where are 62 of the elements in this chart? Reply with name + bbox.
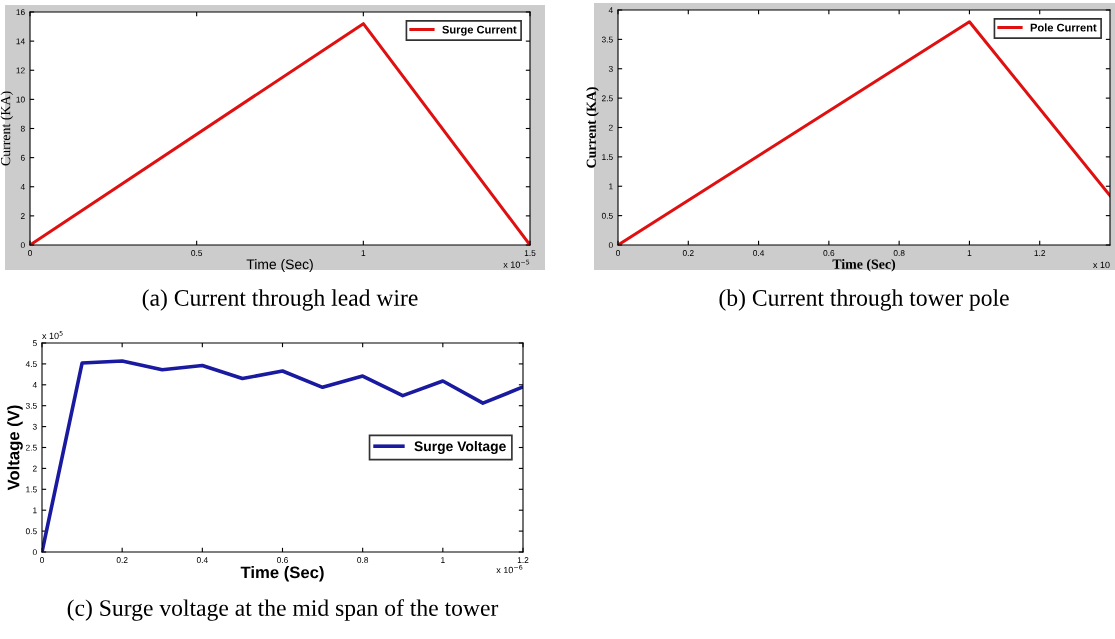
x-tick-label: 0.6: [277, 557, 288, 563]
y-tick-label: 0: [20, 242, 25, 249]
y-tick-label: 2: [20, 213, 25, 219]
text: x 10$^{−5}$: [503, 259, 530, 268]
x-tick-label: 0.2: [116, 557, 128, 563]
x-tick-label: 0.4: [196, 557, 208, 563]
text: x 10: [1093, 261, 1110, 269]
y-tick-label: 0: [608, 242, 613, 249]
y-tick-label: 1.5: [602, 154, 613, 160]
x-tick-label: 1.5: [524, 250, 536, 256]
y-tick-label: 1: [609, 183, 613, 190]
x-tick-label: 1: [441, 557, 445, 563]
y-tick-label: 3: [608, 65, 613, 72]
x-tick-label: 1: [967, 250, 972, 256]
x-tick-label: 0.8: [893, 250, 905, 256]
x-tick-label: 1.2: [517, 557, 529, 563]
y-tick-label: 0: [32, 549, 37, 556]
x-tick-label: 0.4: [753, 250, 765, 256]
x-tick-label: 0.8: [357, 557, 369, 563]
x-tick-label: 0.5: [191, 250, 203, 256]
x-tick-label: 0.6: [823, 250, 835, 256]
legend-label: Surge Voltage: [414, 441, 506, 454]
y-axis-title: Current (KA): [0, 91, 14, 166]
y-tick-label: 16: [16, 9, 25, 16]
y-tick-label: 12: [16, 67, 25, 74]
y-tick-label: 14: [16, 38, 25, 45]
y-tick-label: 3: [32, 423, 37, 430]
y-tick-label: 4: [32, 382, 37, 388]
x-tick-label: 1.2: [1034, 250, 1046, 256]
y-tick-label: 0.5: [601, 212, 613, 219]
x-tick-label: 0.2: [682, 250, 694, 256]
x-tick-label: 1: [361, 250, 366, 256]
y-tick-label: 0.5: [25, 528, 37, 535]
text: (c) Surge voltage at the mid span of the tower: [67, 599, 499, 621]
y-axis-title: Current (KA): [586, 87, 599, 168]
y-tick-label: 2.5: [601, 95, 613, 102]
y-tick-label: 8: [20, 125, 25, 132]
text: x 10$^{−6}$: [496, 564, 523, 574]
y-tick-label: 5: [32, 340, 37, 347]
y-tick-label: 2: [608, 124, 613, 131]
x-tick-label: 0: [40, 557, 44, 563]
y-tick-label: 2.5: [25, 444, 37, 451]
y-axis-title: Voltage (V): [7, 405, 23, 491]
y-tick-label: 3.5: [601, 36, 613, 43]
x-axis-title: Time (Sec): [832, 259, 896, 272]
text: (b) Current through tower pole: [719, 289, 1009, 311]
y-tick-label: 4: [608, 7, 613, 14]
text: x 10$^{5}$: [42, 330, 63, 340]
x-axis-title: Time (Sec): [246, 259, 313, 272]
legend-label: Surge Current: [442, 25, 517, 36]
legend-label: Pole Current: [1030, 23, 1097, 32]
y-tick-label: 4: [20, 184, 25, 190]
y-tick-label: 1: [33, 507, 37, 514]
y-tick-label: 6: [20, 154, 25, 161]
y-tick-label: 4.5: [25, 361, 37, 367]
text: (a) Current through lead wire: [142, 289, 418, 311]
x-axis-title: Time (Sec): [240, 566, 324, 582]
y-tick-label: 1.5: [26, 486, 37, 493]
y-tick-label: 2: [32, 465, 37, 472]
y-tick-label: 10: [16, 96, 25, 103]
x-tick-label: 0: [616, 250, 620, 256]
y-tick-label: 3.5: [25, 402, 37, 409]
